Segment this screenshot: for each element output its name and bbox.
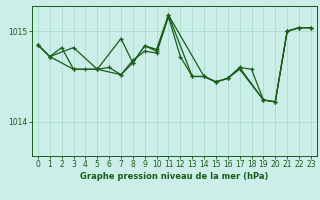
X-axis label: Graphe pression niveau de la mer (hPa): Graphe pression niveau de la mer (hPa) <box>80 172 268 181</box>
